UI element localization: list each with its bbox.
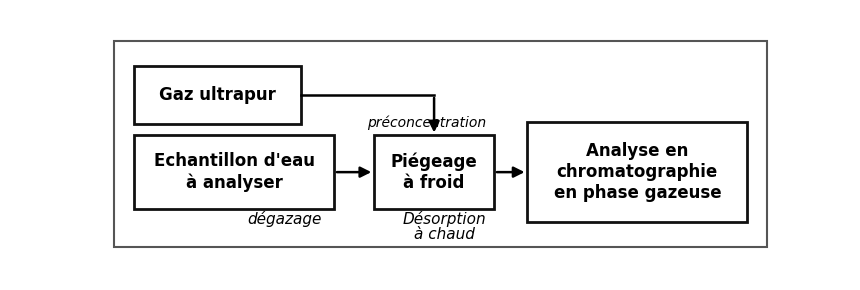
Text: Echantillon d'eau
à analyser: Echantillon d'eau à analyser [154,153,315,192]
Text: Piégeage
à froid: Piégeage à froid [390,153,477,192]
Text: Désorption: Désorption [402,211,486,227]
Text: Analyse en
chromatographie
en phase gazeuse: Analyse en chromatographie en phase gaze… [554,142,722,202]
Bar [134,135,334,209]
Bar [374,135,494,209]
Bar [134,66,301,124]
Text: Gaz ultrapur: Gaz ultrapur [159,86,276,104]
Text: dégazage: dégazage [247,211,322,227]
Bar [527,122,747,222]
Text: à chaud: à chaud [414,227,475,242]
Text: préconcentration: préconcentration [367,115,487,130]
